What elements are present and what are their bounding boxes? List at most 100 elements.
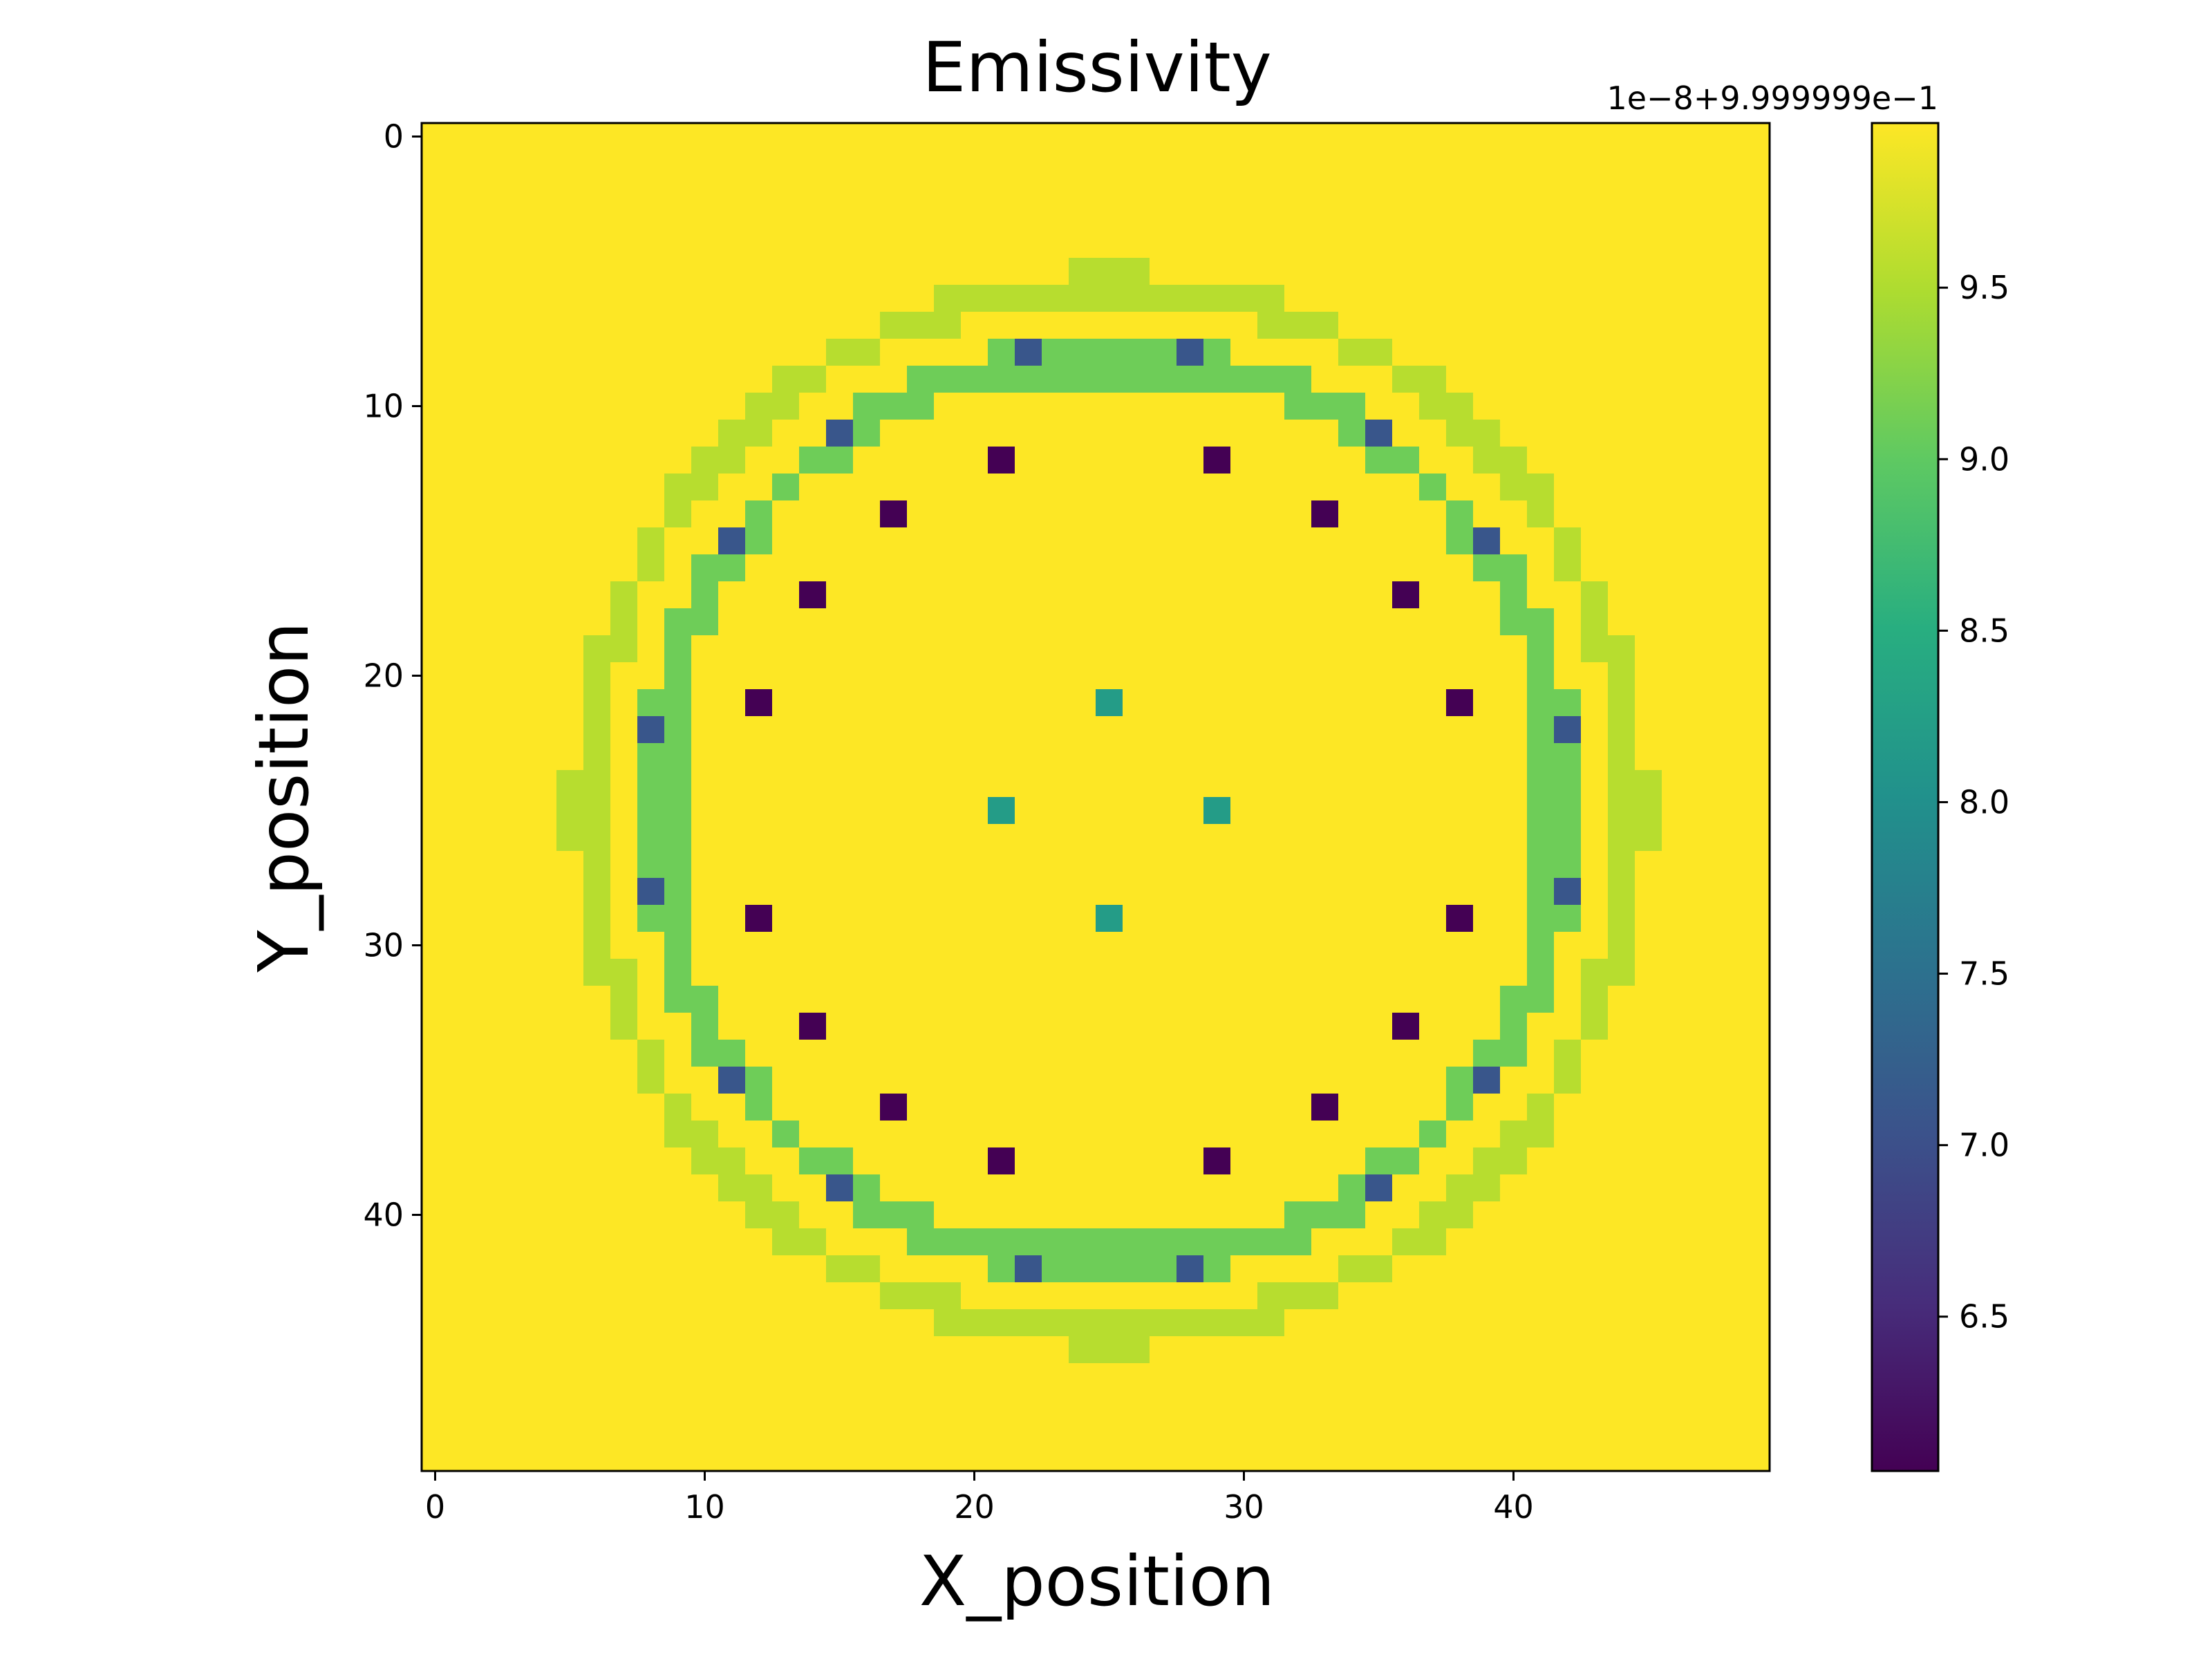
heatmap-cell bbox=[503, 366, 530, 393]
heatmap-cell bbox=[583, 527, 611, 555]
heatmap-cell bbox=[1635, 1363, 1662, 1391]
heatmap-cell bbox=[718, 393, 746, 420]
heatmap-cell bbox=[1419, 1040, 1447, 1067]
heatmap-cell bbox=[934, 1201, 962, 1229]
heatmap-cell bbox=[1365, 1309, 1393, 1337]
heatmap-cell bbox=[1581, 851, 1609, 879]
heatmap-cell bbox=[1581, 878, 1609, 906]
heatmap-cell bbox=[1311, 447, 1339, 474]
heatmap-cell bbox=[1689, 851, 1716, 879]
heatmap-cell bbox=[1177, 608, 1204, 636]
heatmap-cell bbox=[1284, 177, 1312, 205]
heatmap-cell bbox=[1015, 474, 1042, 501]
heatmap-cell bbox=[637, 1174, 665, 1202]
heatmap-cell bbox=[1608, 204, 1635, 232]
heatmap-cell bbox=[1042, 824, 1069, 852]
heatmap-cell bbox=[422, 500, 449, 528]
heatmap-cell bbox=[529, 878, 557, 906]
heatmap-cell bbox=[1150, 1363, 1177, 1391]
heatmap-cell bbox=[449, 689, 476, 717]
heatmap-cell bbox=[637, 554, 665, 582]
heatmap-cell bbox=[691, 1363, 719, 1391]
heatmap-cell bbox=[637, 150, 665, 178]
heatmap-cell bbox=[826, 1201, 854, 1229]
heatmap-cell bbox=[1015, 1147, 1042, 1175]
heatmap-cell bbox=[610, 1336, 638, 1364]
heatmap-cell bbox=[422, 393, 449, 420]
heatmap-cell bbox=[961, 1013, 988, 1040]
heatmap-cell bbox=[664, 716, 692, 744]
heatmap-cell bbox=[1500, 986, 1528, 1013]
heatmap-cell bbox=[853, 339, 881, 366]
heatmap-cell bbox=[637, 797, 665, 825]
heatmap-cell bbox=[1257, 500, 1285, 528]
heatmap-cell bbox=[1446, 1282, 1474, 1310]
heatmap-cell bbox=[1015, 1390, 1042, 1418]
heatmap-cell bbox=[934, 447, 962, 474]
heatmap-cell bbox=[1015, 123, 1042, 151]
heatmap-cell bbox=[1150, 285, 1177, 312]
heatmap-cell bbox=[503, 554, 530, 582]
heatmap-cell bbox=[664, 581, 692, 609]
heatmap-cell bbox=[772, 554, 800, 582]
heatmap-cell bbox=[1554, 1282, 1582, 1310]
heatmap-cell bbox=[1527, 312, 1555, 339]
heatmap-cell bbox=[988, 1282, 1015, 1310]
heatmap-cell bbox=[1150, 581, 1177, 609]
heatmap-cell bbox=[880, 474, 908, 501]
heatmap-cell bbox=[826, 959, 854, 986]
heatmap-cell bbox=[988, 1417, 1015, 1445]
heatmap-cell bbox=[1743, 770, 1770, 798]
heatmap-cell bbox=[880, 393, 908, 420]
heatmap-cell bbox=[880, 797, 908, 825]
heatmap-cell bbox=[1716, 312, 1743, 339]
heatmap-cell bbox=[1689, 1147, 1716, 1175]
heatmap-cell bbox=[610, 258, 638, 285]
heatmap-cell bbox=[1230, 1309, 1258, 1337]
heatmap-cell bbox=[1365, 1444, 1393, 1472]
heatmap-cell bbox=[718, 474, 746, 501]
heatmap-cell bbox=[1689, 150, 1716, 178]
heatmap-cell bbox=[1042, 797, 1069, 825]
heatmap-cell bbox=[1689, 123, 1716, 151]
heatmap-cell bbox=[1419, 474, 1447, 501]
heatmap-cell bbox=[1500, 851, 1528, 879]
heatmap-cell bbox=[529, 1282, 557, 1310]
heatmap-cell bbox=[691, 1147, 719, 1175]
heatmap-cell bbox=[1716, 824, 1743, 852]
heatmap-cell bbox=[1338, 527, 1366, 555]
heatmap-cell bbox=[880, 878, 908, 906]
heatmap-cell bbox=[637, 447, 665, 474]
heatmap-cell bbox=[449, 716, 476, 744]
heatmap-cell bbox=[1230, 474, 1258, 501]
heatmap-cell bbox=[1716, 1067, 1743, 1094]
heatmap-cell bbox=[503, 312, 530, 339]
heatmap-cell bbox=[1446, 932, 1474, 959]
heatmap-cell bbox=[1662, 339, 1689, 366]
heatmap-cell bbox=[1581, 420, 1609, 447]
heatmap-cell bbox=[799, 797, 827, 825]
heatmap-cell bbox=[1392, 447, 1420, 474]
heatmap-cell bbox=[1284, 1201, 1312, 1229]
heatmap-cell bbox=[1500, 312, 1528, 339]
heatmap-cell bbox=[961, 420, 988, 447]
heatmap-cell bbox=[449, 420, 476, 447]
heatmap-cell bbox=[826, 258, 854, 285]
heatmap-cell bbox=[610, 905, 638, 932]
heatmap-cell bbox=[1716, 447, 1743, 474]
heatmap-cell bbox=[1257, 1121, 1285, 1148]
heatmap-cell bbox=[422, 824, 449, 852]
heatmap-cell bbox=[1096, 824, 1123, 852]
heatmap-cell bbox=[1608, 1417, 1635, 1445]
heatmap-cell bbox=[610, 1147, 638, 1175]
heatmap-cell bbox=[934, 1309, 962, 1337]
heatmap-cell bbox=[529, 1228, 557, 1256]
heatmap-cell bbox=[529, 1121, 557, 1148]
heatmap-cell bbox=[422, 851, 449, 879]
heatmap-cell bbox=[1150, 1147, 1177, 1175]
heatmap-cell bbox=[988, 608, 1015, 636]
heatmap-cell bbox=[961, 554, 988, 582]
heatmap-cell bbox=[610, 824, 638, 852]
heatmap-cell bbox=[449, 1390, 476, 1418]
heatmap-cell bbox=[1743, 312, 1770, 339]
